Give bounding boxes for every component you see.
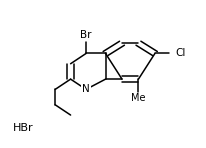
Text: Me: Me bbox=[131, 93, 145, 103]
Text: Br: Br bbox=[80, 30, 91, 40]
Text: HBr: HBr bbox=[13, 123, 34, 133]
Text: N: N bbox=[82, 84, 89, 94]
Text: Cl: Cl bbox=[175, 49, 185, 58]
